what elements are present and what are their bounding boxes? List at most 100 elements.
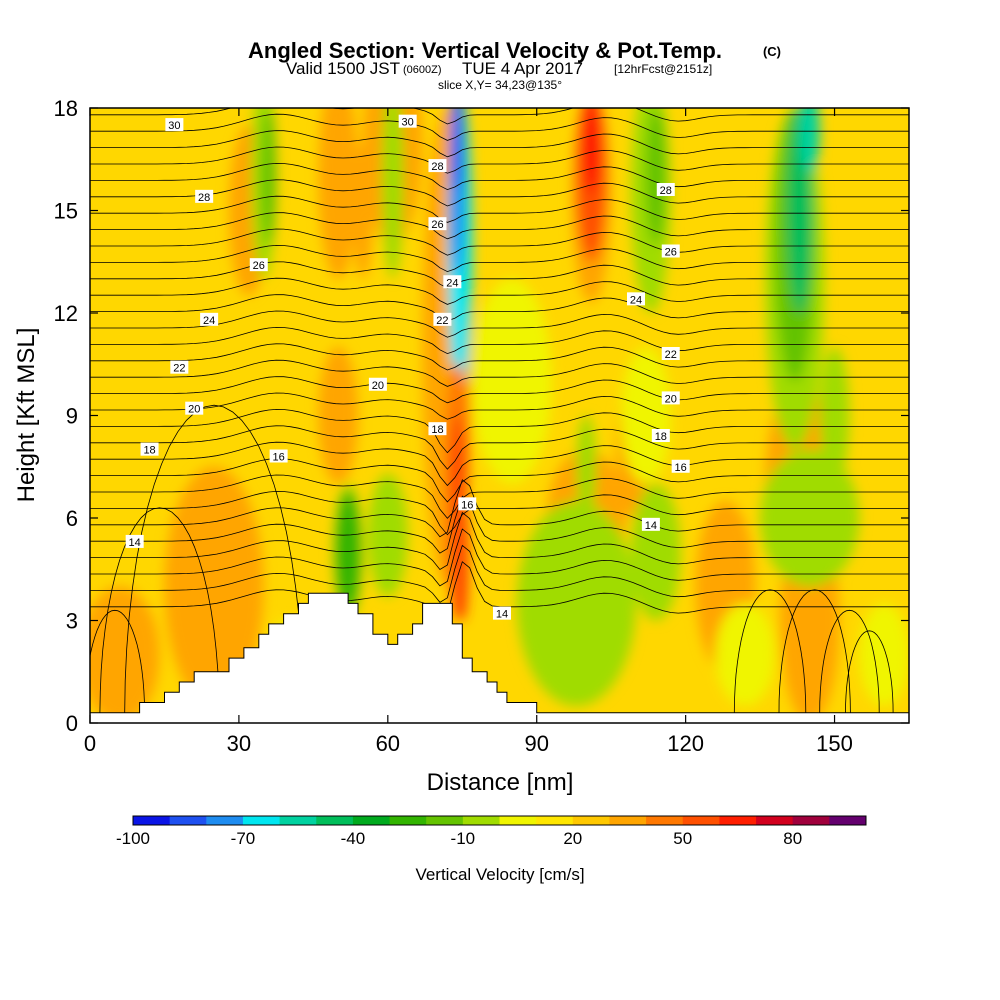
colorbar-swatch xyxy=(536,816,574,825)
x-axis: 0 30 60 90 120 150 xyxy=(84,108,853,756)
contour-label: 22 xyxy=(433,312,452,327)
velocity-region xyxy=(318,108,359,279)
svg-text:24: 24 xyxy=(630,294,642,306)
colorbar-swatch xyxy=(462,816,500,825)
colorbar-tick-label: -70 xyxy=(231,829,256,848)
colorbar-tick-label: -40 xyxy=(341,829,366,848)
velocity-region xyxy=(715,603,775,706)
contour-label: 30 xyxy=(398,114,417,129)
velocity-region xyxy=(381,108,404,279)
colorbar-swatch xyxy=(646,816,684,825)
velocity-region xyxy=(819,347,850,484)
svg-text:14: 14 xyxy=(129,537,141,549)
velocity-region xyxy=(621,347,671,484)
colorbar-swatch xyxy=(719,816,757,825)
theta-contour xyxy=(90,130,909,158)
svg-text:20: 20 xyxy=(188,404,200,416)
velocity-region xyxy=(760,449,860,587)
svg-text:16: 16 xyxy=(675,462,687,474)
theta-contour xyxy=(90,425,909,470)
x-tick-label: 120 xyxy=(667,731,704,756)
theta-contour xyxy=(90,277,909,305)
theta-contour xyxy=(90,310,909,338)
velocity-region xyxy=(451,108,463,190)
x-tick-label: 60 xyxy=(376,731,400,756)
colorbar-tick-label: 80 xyxy=(783,829,802,848)
velocity-region xyxy=(516,500,636,706)
theta-contour xyxy=(819,609,880,713)
theta-contour xyxy=(90,490,909,536)
contour-label: 20 xyxy=(185,401,204,416)
contour-label: 16 xyxy=(269,449,288,464)
y-axis-label: Height [Kft MSL] xyxy=(13,328,40,503)
theta-contour xyxy=(90,113,909,141)
chart-slice-info: slice X,Y= 34,23@135° xyxy=(438,78,562,92)
contour-label: 14 xyxy=(492,606,511,621)
svg-text:28: 28 xyxy=(660,185,672,197)
theta-contour xyxy=(124,404,304,713)
velocity-region xyxy=(164,466,264,706)
velocity-region xyxy=(472,278,552,484)
x-tick-label: 90 xyxy=(524,731,548,756)
svg-text:18: 18 xyxy=(655,431,667,443)
theta-contour xyxy=(90,343,909,371)
svg-text:20: 20 xyxy=(372,380,384,392)
velocity-region xyxy=(859,603,909,706)
theta-contour xyxy=(845,630,894,713)
x-axis-label: Distance [nm] xyxy=(427,769,574,796)
theta-contour xyxy=(90,294,909,322)
chart-title: Angled Section: Vertical Velocity & Pot.… xyxy=(248,38,722,63)
colorbar-swatch xyxy=(572,816,610,825)
contour-label: 18 xyxy=(651,429,670,443)
velocity-region xyxy=(335,490,361,614)
theta-contour xyxy=(99,507,220,713)
terrain xyxy=(90,592,909,723)
contour-label: 28 xyxy=(195,189,214,204)
y-tick-label: 3 xyxy=(66,609,78,634)
y-tick-label: 0 xyxy=(66,711,78,736)
contour-label: 14 xyxy=(125,534,144,549)
velocity-region xyxy=(645,108,666,245)
colorbar-swatch xyxy=(499,816,537,825)
svg-text:16: 16 xyxy=(461,499,473,511)
colorbar-swatch xyxy=(609,816,647,825)
velocity-region xyxy=(447,415,468,621)
y-tick-label: 15 xyxy=(54,199,78,224)
svg-text:24: 24 xyxy=(446,277,458,289)
theta-contour xyxy=(90,228,909,256)
svg-text:14: 14 xyxy=(496,609,508,621)
colorbar-swatch xyxy=(242,816,281,825)
theta-contour xyxy=(90,376,909,404)
theta-contour xyxy=(90,528,909,587)
svg-text:28: 28 xyxy=(198,192,210,204)
contour-label: 24 xyxy=(200,312,219,327)
theta-contour xyxy=(90,511,909,571)
colorbar-tick-label: -100 xyxy=(116,829,150,848)
contour-label: 22 xyxy=(661,347,680,361)
colorbar-tick-label: -10 xyxy=(451,829,476,848)
svg-text:(0600Z): (0600Z) xyxy=(403,64,442,76)
velocity-region xyxy=(576,415,597,518)
contour-label: 22 xyxy=(170,360,189,375)
colorbar-swatch xyxy=(133,816,171,825)
svg-text:22: 22 xyxy=(436,315,448,327)
theta-contour xyxy=(90,162,909,191)
colorbar-swatch xyxy=(316,816,354,825)
svg-text:18: 18 xyxy=(431,424,443,436)
svg-text:20: 20 xyxy=(665,393,677,405)
theta-contour-labels: 30 30 28 28 28 26 26 26 24 24 24 22 22 22 20 20 20 18 18 18… xyxy=(125,114,690,621)
velocity-region xyxy=(799,108,820,173)
y-tick-label: 9 xyxy=(66,404,78,429)
colorbar-swatch xyxy=(279,816,317,825)
colorbar-swatch xyxy=(426,816,464,825)
svg-text:14: 14 xyxy=(645,520,657,532)
svg-text:22: 22 xyxy=(173,363,185,375)
contour-label: 16 xyxy=(671,459,690,474)
colorbar-label: Vertical Velocity [cm/s] xyxy=(415,865,584,884)
colorbar-swatch xyxy=(756,816,794,825)
theta-contours xyxy=(90,108,909,713)
velocity-region xyxy=(318,347,359,484)
colorbar-swatch xyxy=(792,816,830,825)
svg-text:26: 26 xyxy=(665,247,677,259)
contour-label: 24 xyxy=(627,292,645,306)
